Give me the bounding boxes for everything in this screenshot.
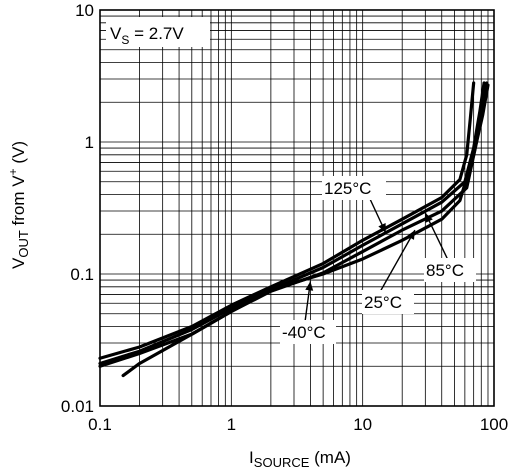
x-tick-label: 1: [227, 415, 236, 434]
arrowhead-125°C: [378, 223, 386, 233]
label-bg-125: [322, 176, 386, 200]
y-tick-label: 10: [75, 1, 94, 20]
condition-box: [106, 17, 210, 47]
y-tick-label: 0.1: [70, 265, 94, 284]
x-axis-label: ISOURCE (mA): [249, 448, 351, 469]
x-tick-label: 100: [480, 415, 508, 434]
y-tick-label: 1: [85, 133, 94, 152]
label-bg-25: [362, 290, 414, 314]
series-lines: [98, 81, 490, 378]
x-tick-label: 0.1: [88, 415, 112, 434]
label-bg-85: [424, 258, 476, 282]
condition-label: VS = 2.7V: [110, 24, 184, 47]
label-m40C: -40°C: [282, 323, 326, 342]
x-tick-labels: 0.1 1 10 100: [88, 415, 508, 434]
y-axis-label: VOUT from V+ (V): [6, 141, 31, 269]
label-bg-m40: [280, 320, 336, 344]
label-85C: 85°C: [426, 261, 464, 280]
arrowhead-85°C: [425, 212, 433, 223]
plot-frame: [99, 9, 495, 407]
y-tick-label: 0.01: [61, 397, 94, 416]
label-125C: 125°C: [324, 179, 371, 198]
label-25C: 25°C: [364, 293, 402, 312]
x-tick-label: 10: [353, 415, 372, 434]
arrowhead--40°C: [305, 281, 314, 291]
series-line-125°C: [98, 81, 476, 360]
arrow-25°C: [379, 229, 416, 293]
arrowhead-25°C: [407, 230, 415, 240]
annotation-arrows: [304, 198, 449, 323]
y-tick-labels: 0.01 0.1 1 10: [61, 1, 94, 416]
series-line--40°C: [121, 83, 490, 378]
